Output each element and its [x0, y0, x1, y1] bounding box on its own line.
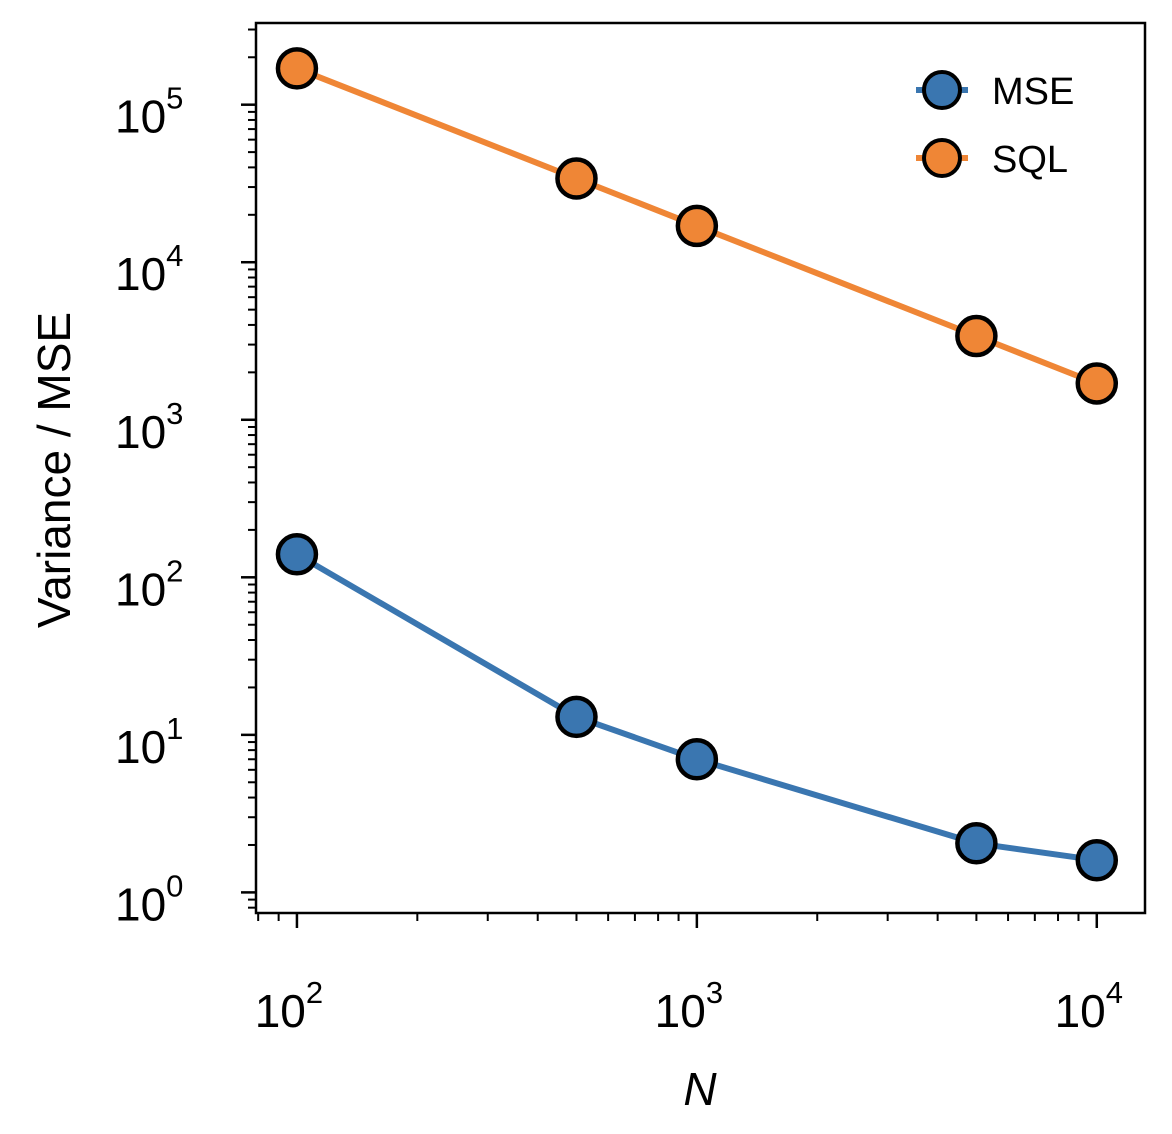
x-tick-label: 102 — [255, 975, 323, 1037]
series-line-mse — [295, 551, 1098, 864]
data-point-sql — [275, 47, 319, 90]
legend: MSE SQL — [916, 70, 1074, 181]
data-point-mse — [675, 738, 719, 781]
legend-marker-mse — [922, 70, 962, 110]
data-point-mse — [955, 822, 998, 865]
legend-label-mse: MSE — [992, 71, 1074, 113]
y-tick-label: 103 — [115, 396, 183, 458]
legend-entry-sql: SQL — [916, 138, 1068, 181]
y-tick-exponent: 1 — [166, 711, 183, 746]
data-point-mse — [1075, 838, 1119, 882]
legend-marker-sql — [922, 138, 962, 178]
y-tick-exponent: 3 — [166, 396, 183, 431]
x-tick-exponent: 3 — [706, 975, 723, 1010]
y-tick-exponent: 2 — [166, 553, 183, 588]
y-tick-label: 101 — [115, 711, 183, 773]
data-point-mse — [555, 695, 598, 739]
x-tick-label: 103 — [655, 975, 723, 1037]
data-point-mse — [275, 533, 319, 576]
y-tick-label: 100 — [115, 868, 183, 930]
y-tick-exponent: 5 — [166, 81, 183, 116]
data-point-sql — [555, 157, 598, 200]
minor-ticks — [248, 28, 1080, 921]
plot-frame — [254, 21, 1147, 915]
legend-entry-mse: MSE — [916, 70, 1074, 113]
data-point-sql — [955, 314, 998, 358]
legend-label-sql: SQL — [992, 139, 1068, 181]
y-tick-label: 102 — [115, 553, 183, 615]
x-tick-exponent: 4 — [1106, 975, 1123, 1010]
y-tick-label: 105 — [115, 81, 183, 143]
x-tick-label: 104 — [1055, 975, 1123, 1037]
y-tick-exponent: 0 — [166, 868, 183, 903]
y-tick-exponent: 4 — [166, 238, 183, 273]
x-tick-exponent: 2 — [306, 975, 323, 1010]
data-point-sql — [1075, 362, 1119, 405]
data-point-sql — [675, 204, 719, 248]
y-axis-label: Variance / MSE — [28, 312, 80, 628]
series-layer — [275, 47, 1119, 882]
x-axis-label: N — [683, 1063, 717, 1115]
major-ticks — [241, 103, 1099, 928]
y-tick-label: 104 — [115, 238, 183, 300]
